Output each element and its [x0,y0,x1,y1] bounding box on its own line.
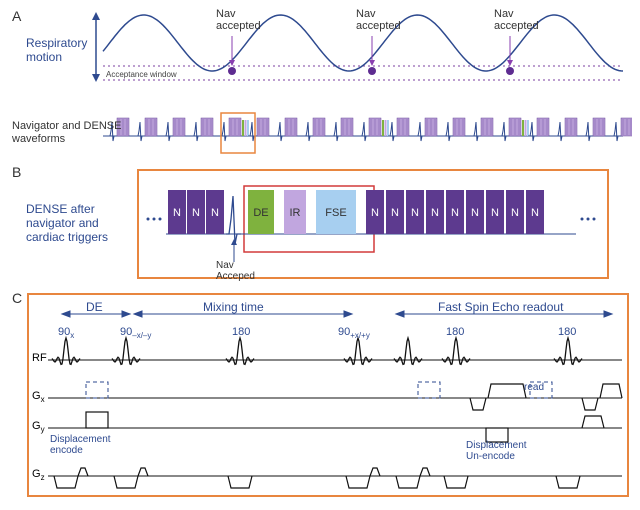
read-label: read [524,382,544,393]
svg-text:N: N [531,207,539,219]
nav-label-1: Nav accepted [216,8,261,32]
svg-text:N: N [411,207,419,219]
p90x: 90x [58,326,74,340]
waveforms-label: Navigator and DENSE waveforms [12,120,121,146]
p90pxy: 90+x/+y [338,326,370,340]
rf-axis: RF [32,352,47,364]
panel-c-svg [8,290,632,500]
nav-label-2: Nav accepted [356,8,401,32]
panel-a: A Respiratory motion Acceptance window N… [8,8,632,158]
gz-axis: Gz [32,468,45,482]
nav-accepted-b: Nav Acceped [216,260,255,282]
fse-label: Fast Spin Echo readout [438,300,563,314]
svg-text:N: N [173,207,181,219]
p90mxy: 90–x/–y [120,326,151,340]
svg-text:N: N [471,207,479,219]
panel-b: B NNNDEIRFSENNNNNNNNN DENSE after naviga… [8,164,632,284]
disp-unenc: Displacement Un-encode [466,440,527,462]
svg-text:N: N [211,207,219,219]
svg-text:N: N [391,207,399,219]
svg-text:IR: IR [290,207,301,219]
panel-c: C DE Mixing time [8,290,632,500]
disp-enc: Displacement encode [50,434,111,456]
svg-text:N: N [431,207,439,219]
svg-text:N: N [371,207,379,219]
dense-label: DENSE after navigator and cardiac trigge… [26,202,108,244]
svg-text:N: N [451,207,459,219]
p180a: 180 [232,326,250,338]
svg-text:FSE: FSE [325,207,346,219]
svg-text:N: N [511,207,519,219]
gx-axis: Gx [32,390,45,404]
svg-text:N: N [491,207,499,219]
nav-label-3: Nav accepted [494,8,539,32]
p180c: 180 [558,326,576,338]
de-label: DE [86,300,103,314]
svg-text:N: N [192,207,200,219]
mixing-label: Mixing time [203,300,264,314]
gy-axis: Gy [32,420,45,434]
svg-text:DE: DE [253,207,268,219]
p180b: 180 [446,326,464,338]
